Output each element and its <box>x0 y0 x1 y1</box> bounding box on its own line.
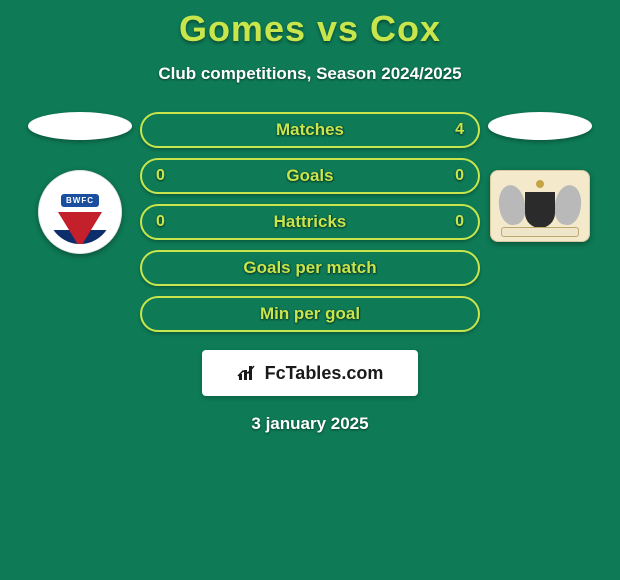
right-team-crest <box>490 170 590 242</box>
stats-table: Matches 4 0 Goals 0 0 Hattricks 0 Goals … <box>140 112 480 332</box>
page-date: 3 january 2025 <box>0 414 620 434</box>
stat-row-matches: Matches 4 <box>140 112 480 148</box>
stat-label: Goals per match <box>243 258 376 278</box>
stat-label: Goals <box>286 166 333 186</box>
page-title: Gomes vs Cox <box>0 0 620 50</box>
subtitle: Club competitions, Season 2024/2025 <box>0 64 620 84</box>
right-team-column <box>480 112 600 242</box>
stat-label: Min per goal <box>260 304 360 324</box>
stat-left-value: 0 <box>156 167 165 185</box>
left-player-oval <box>28 112 132 140</box>
stat-row-goals: 0 Goals 0 <box>140 158 480 194</box>
stat-right-value: 0 <box>455 167 464 185</box>
stat-row-goals-per-match: Goals per match <box>140 250 480 286</box>
left-crest-text: BWFC <box>61 194 99 207</box>
banner-text: FcTables.com <box>265 363 384 384</box>
stat-row-hattricks: 0 Hattricks 0 <box>140 204 480 240</box>
right-player-oval <box>488 112 592 140</box>
stat-right-value: 0 <box>455 213 464 231</box>
source-banner[interactable]: FcTables.com <box>202 350 418 396</box>
stat-label: Hattricks <box>274 212 347 232</box>
stat-left-value: 0 <box>156 213 165 231</box>
stat-row-min-per-goal: Min per goal <box>140 296 480 332</box>
stat-right-value: 4 <box>455 121 464 139</box>
left-team-crest: BWFC <box>38 170 122 254</box>
comparison-content: BWFC Matches 4 0 Goals 0 0 Hattricks 0 G… <box>0 112 620 332</box>
left-team-column: BWFC <box>20 112 140 254</box>
stat-label: Matches <box>276 120 344 140</box>
bar-chart-icon <box>237 364 259 382</box>
